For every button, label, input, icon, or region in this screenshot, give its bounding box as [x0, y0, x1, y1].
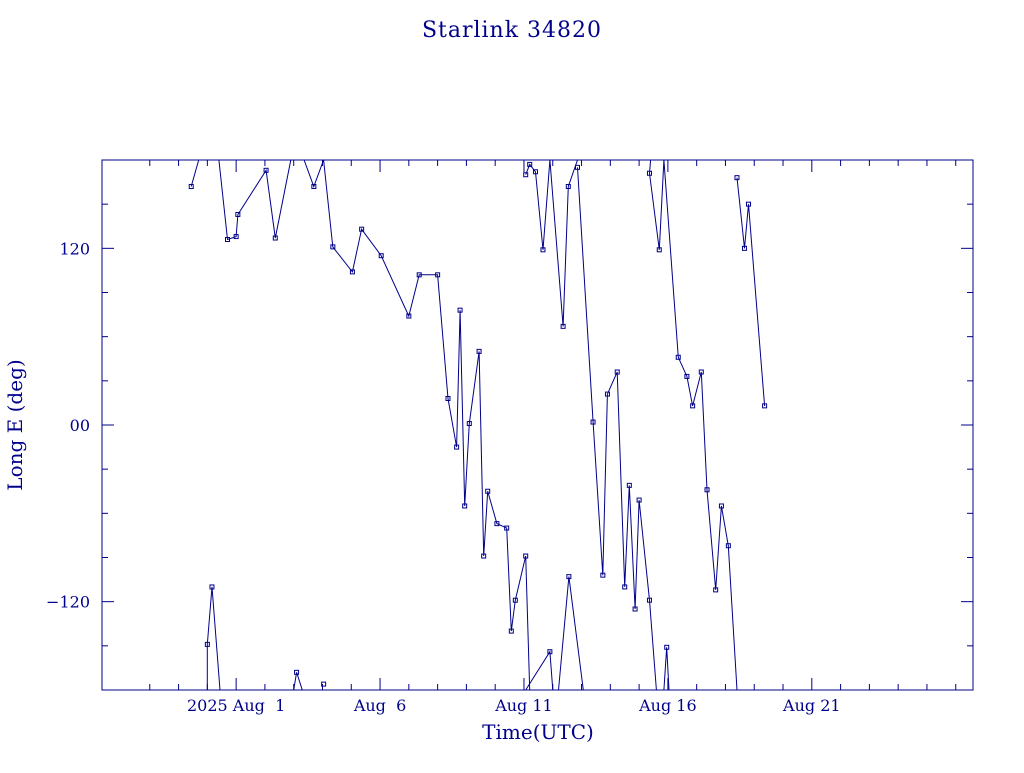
data-point	[359, 226, 365, 232]
series-line	[663, 160, 738, 690]
data-point	[646, 597, 652, 603]
data-point	[626, 482, 632, 488]
data-point	[188, 184, 194, 189]
data-point	[457, 307, 463, 313]
data-point	[698, 369, 704, 375]
x-tick-label: Aug 11	[494, 696, 553, 715]
series-line	[303, 160, 325, 188]
x-tick-label: Aug 21	[782, 696, 841, 715]
data-point	[690, 403, 696, 409]
data-point	[713, 587, 719, 593]
data-point	[504, 525, 510, 531]
plot-layer: 2025 Aug 1 Aug 6 Aug 11 Aug 16 Aug 21 120 00 −1…	[46, 159, 974, 715]
data-point	[600, 572, 606, 578]
data-point	[560, 323, 566, 329]
data-point	[311, 184, 317, 189]
data-point	[632, 606, 638, 612]
series-line	[190, 160, 200, 187]
data-point	[349, 269, 355, 275]
data-point	[565, 184, 571, 189]
data-point	[718, 503, 724, 509]
chart-title: Starlink 34820	[422, 18, 602, 43]
y-tick-label: 120	[59, 239, 90, 258]
data-point	[734, 175, 740, 181]
data-point	[540, 247, 546, 253]
plot-frame	[101, 159, 974, 691]
data-point	[435, 272, 441, 278]
data-point	[494, 521, 500, 527]
data-point	[209, 584, 215, 590]
data-point	[416, 272, 422, 278]
data-point	[656, 247, 662, 253]
data-point	[321, 681, 327, 687]
data-point	[523, 172, 529, 178]
series-line	[648, 160, 665, 250]
data-point	[272, 235, 278, 241]
data-point	[741, 245, 747, 251]
data-point	[704, 487, 710, 493]
series-line	[663, 647, 670, 690]
data-point	[684, 373, 690, 379]
x-axis-title: Time(UTC)	[482, 720, 594, 744]
y-tick-label: −120	[46, 593, 90, 612]
data-point	[636, 497, 642, 503]
data-point	[604, 391, 610, 397]
data-point	[532, 169, 538, 175]
data-point	[406, 313, 412, 319]
data-point	[224, 237, 230, 242]
series-line	[577, 167, 657, 690]
y-tick-label: 00	[70, 416, 90, 435]
data-point	[294, 669, 300, 675]
data-point	[445, 396, 451, 401]
data-point	[204, 641, 210, 647]
y-axis-title: Long E (deg)	[3, 359, 27, 490]
data-point	[476, 348, 482, 354]
data-point	[378, 253, 384, 259]
data-point	[725, 543, 731, 549]
data-point	[263, 167, 269, 173]
data-point	[664, 644, 670, 650]
series-line	[206, 586, 221, 690]
data-point	[622, 584, 628, 590]
data-point	[508, 628, 514, 634]
data-point	[566, 574, 572, 580]
series-line	[293, 672, 303, 690]
data-point	[330, 244, 336, 250]
data-point	[762, 403, 768, 409]
data-point	[485, 488, 491, 494]
x-tick-label: Aug 6	[353, 696, 406, 715]
data-point	[466, 421, 472, 427]
data-point	[523, 553, 529, 559]
data-point	[646, 170, 652, 176]
series-line	[525, 160, 551, 250]
data-point	[233, 234, 239, 240]
series-line	[525, 650, 554, 690]
data-point	[675, 354, 681, 360]
data-point	[235, 211, 241, 217]
data-point	[547, 649, 553, 655]
data-point	[575, 164, 581, 170]
data-point	[462, 503, 468, 509]
x-tick-label: 2025 Aug 1	[187, 696, 285, 715]
series-line	[323, 160, 531, 690]
data-point	[745, 201, 751, 207]
series-line	[549, 160, 578, 327]
data-point	[454, 444, 460, 450]
series-line	[218, 160, 292, 241]
x-tick-label: Aug 16	[638, 696, 697, 715]
series-line	[736, 177, 766, 406]
data-point	[614, 369, 620, 375]
data-point	[481, 553, 487, 559]
data-point	[512, 597, 518, 603]
series-line	[558, 576, 584, 690]
data-point	[590, 419, 596, 425]
data-point	[527, 161, 533, 167]
